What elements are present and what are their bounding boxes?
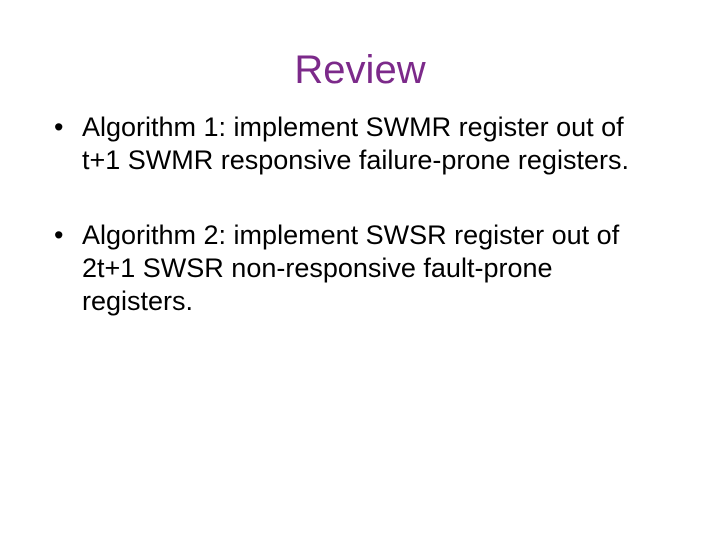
slide-body: Algorithm 1: implement SWMR register out… <box>0 111 720 318</box>
list-item: Algorithm 2: implement SWSR register out… <box>54 219 666 318</box>
list-item: Algorithm 1: implement SWMR register out… <box>54 111 666 177</box>
slide-title: Review <box>0 0 720 111</box>
bullet-list: Algorithm 1: implement SWMR register out… <box>54 111 666 318</box>
slide: Review Algorithm 1: implement SWMR regis… <box>0 0 720 540</box>
